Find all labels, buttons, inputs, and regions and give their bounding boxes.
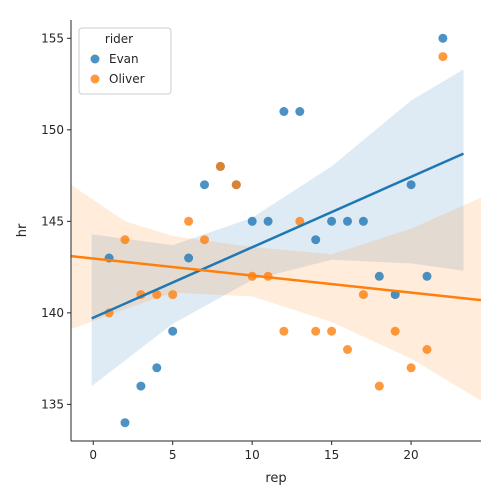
- data-point-evan: [168, 326, 178, 336]
- legend-title: rider: [105, 32, 133, 46]
- y-axis-label: hr: [15, 223, 30, 237]
- y-tick-label: 135: [41, 397, 64, 411]
- regression-lines: [70, 152, 482, 320]
- data-point-evan: [295, 107, 305, 116]
- y-tick-label: 155: [41, 31, 64, 45]
- x-tick-label: 10: [245, 448, 260, 462]
- legend-items: Evan Oliver: [90, 52, 145, 86]
- data-point-evan: [327, 216, 337, 226]
- regression-line-evan: [91, 152, 465, 320]
- data-point-evan: [343, 216, 352, 226]
- data-point-oliver: [231, 180, 241, 190]
- data-point-evan: [247, 216, 257, 226]
- data-point-evan: [184, 253, 194, 263]
- confidence-band-oliver: [71, 184, 481, 401]
- data-point-oliver: [327, 326, 337, 336]
- data-point-oliver: [390, 326, 400, 336]
- y-tick-label: 150: [41, 123, 64, 137]
- confidence-band-evan: [91, 69, 464, 387]
- data-point-oliver: [406, 363, 416, 373]
- data-point-evan: [422, 271, 432, 281]
- x-axis-label: rep: [265, 471, 286, 486]
- data-point-oliver: [215, 161, 225, 171]
- data-point-oliver: [152, 290, 162, 300]
- data-point-evan: [406, 180, 416, 190]
- data-point-oliver: [374, 381, 384, 391]
- data-point-oliver: [438, 52, 448, 62]
- data-point-oliver: [358, 290, 368, 300]
- legend-marker-oliver: [90, 74, 100, 84]
- data-point-oliver: [311, 326, 321, 336]
- regression-line-oliver: [70, 254, 482, 302]
- data-point-evan: [136, 381, 146, 391]
- legend-frame: [78, 27, 172, 95]
- legend-label-oliver: Oliver: [109, 72, 145, 86]
- data-point-evan: [152, 363, 162, 373]
- x-tick-label: 20: [403, 448, 418, 462]
- x-tick-label: 5: [169, 448, 177, 462]
- x-tick-label: 15: [324, 448, 339, 462]
- data-point-evan: [200, 180, 209, 190]
- data-point-evan: [374, 271, 384, 281]
- y-tick-label: 140: [41, 306, 64, 320]
- data-point-oliver: [168, 290, 178, 300]
- data-point-oliver: [279, 326, 289, 336]
- data-point-evan: [120, 418, 130, 428]
- legend: rider Evan Oliver: [78, 27, 172, 95]
- axes: 0 5 10 15 20 135 140 145 150 155: [41, 20, 481, 462]
- confidence-bands: [71, 69, 481, 401]
- data-point-evan: [279, 107, 289, 116]
- data-point-oliver: [120, 235, 130, 245]
- legend-label-evan: Evan: [109, 52, 139, 66]
- data-point-oliver: [422, 345, 432, 354]
- data-point-evan: [311, 235, 321, 245]
- data-point-oliver: [184, 216, 194, 226]
- data-point-oliver: [343, 345, 352, 354]
- data-point-oliver: [200, 235, 209, 245]
- x-tick-label: 0: [89, 448, 97, 462]
- legend-marker-evan: [90, 54, 100, 64]
- data-point-evan: [358, 216, 368, 226]
- y-tick-label: 145: [41, 214, 64, 228]
- data-point-oliver: [295, 216, 305, 226]
- data-point-evan: [263, 216, 273, 226]
- data-point-evan: [438, 33, 448, 43]
